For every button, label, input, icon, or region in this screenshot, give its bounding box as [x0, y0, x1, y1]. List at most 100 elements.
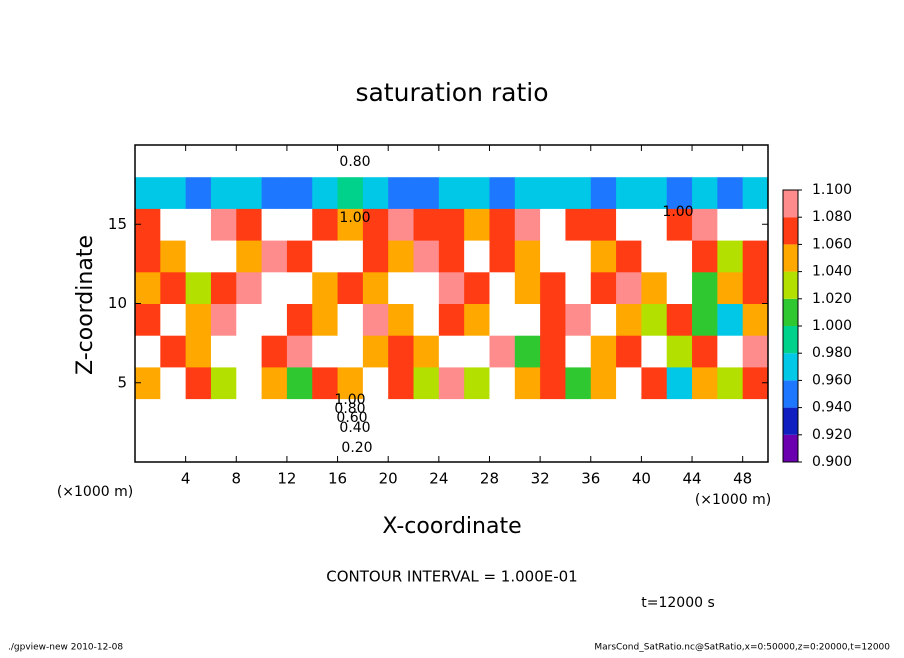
heat-cell	[464, 366, 490, 400]
heat-cell	[489, 303, 516, 336]
heat-cell	[692, 366, 718, 400]
heat-cell	[692, 303, 718, 336]
heat-cell	[540, 303, 566, 336]
heat-cell	[261, 271, 288, 304]
heat-cell	[261, 176, 288, 209]
heat-cell	[438, 145, 465, 178]
heat-cell	[540, 366, 566, 400]
heat-cell	[160, 303, 187, 336]
heat-cell	[540, 240, 566, 273]
heat-cell	[413, 335, 440, 368]
colorbar-label: 0.960	[812, 372, 852, 388]
heat-cell	[692, 430, 718, 463]
heat-cell	[160, 208, 187, 241]
heat-cell	[185, 335, 212, 368]
heat-cell	[312, 398, 339, 431]
heat-cell	[641, 335, 668, 368]
heat-cell	[666, 240, 693, 273]
y-tick-label: 15	[108, 215, 127, 233]
heat-cell	[210, 240, 237, 273]
heat-cell	[540, 398, 566, 431]
heat-cell	[210, 176, 237, 209]
heat-cell	[286, 176, 313, 209]
heat-cell	[261, 430, 288, 463]
heat-cell	[590, 176, 617, 209]
heat-cell	[641, 303, 668, 336]
heat-cell	[413, 240, 440, 273]
heat-cell	[565, 430, 592, 463]
colorbar-label: 1.000	[812, 318, 852, 334]
colorbar-swatch	[783, 271, 798, 299]
colorbar-swatch	[783, 298, 798, 326]
heat-cell	[413, 271, 440, 304]
heat-cell	[160, 271, 187, 304]
colorbar-swatch	[783, 244, 798, 272]
heat-cell	[312, 208, 339, 241]
heat-cell	[135, 145, 161, 178]
heat-cell	[160, 430, 187, 463]
heat-cell	[337, 398, 364, 431]
heat-cell	[742, 335, 769, 368]
heat-cell	[261, 208, 288, 241]
heat-cell	[362, 145, 389, 178]
heat-cell	[236, 335, 263, 368]
heat-cell	[540, 430, 566, 463]
heat-cell	[590, 335, 617, 368]
heat-cell	[388, 398, 415, 431]
heat-cell	[692, 335, 718, 368]
heat-cell	[210, 271, 237, 304]
heat-cell	[666, 145, 693, 178]
heat-cell	[261, 240, 288, 273]
heat-cell	[540, 335, 566, 368]
heat-cell	[514, 271, 541, 304]
heat-cell	[337, 208, 364, 241]
heat-cell	[489, 176, 516, 209]
heat-cell	[261, 398, 288, 431]
heat-cell	[236, 398, 263, 431]
heat-cell	[742, 271, 769, 304]
heat-cell	[185, 145, 212, 178]
heat-cell	[337, 271, 364, 304]
heat-cell	[210, 335, 237, 368]
heat-cell	[717, 271, 744, 304]
heat-cell	[489, 145, 516, 178]
colorbar-label: 0.980	[812, 345, 852, 361]
x-tick-label: 28	[480, 470, 499, 488]
heat-cell	[210, 398, 237, 431]
heat-cell	[666, 335, 693, 368]
heat-cell	[514, 240, 541, 273]
heat-cell	[337, 303, 364, 336]
heat-cell	[236, 366, 263, 400]
heat-cell	[135, 176, 161, 209]
heat-cell	[210, 303, 237, 336]
heat-cell	[540, 145, 566, 178]
heat-cell	[742, 430, 769, 463]
colorbar-label: 0.940	[812, 400, 852, 416]
heat-cell	[312, 145, 339, 178]
heat-cell	[312, 303, 339, 336]
heat-cell	[616, 271, 642, 304]
x-tick-label: 40	[632, 470, 651, 488]
heat-cell	[286, 303, 313, 336]
heat-cell	[641, 145, 668, 178]
heat-cell	[666, 430, 693, 463]
contour-label: 0.40	[339, 420, 370, 436]
heat-cell	[616, 335, 642, 368]
x-tick-label: 8	[232, 470, 242, 488]
heat-cell	[160, 145, 187, 178]
heat-cell	[413, 145, 440, 178]
heat-cell	[388, 303, 415, 336]
heat-cell	[641, 366, 668, 400]
heat-cell	[717, 398, 744, 431]
heat-cell	[692, 398, 718, 431]
heat-cell	[438, 303, 465, 336]
heat-cell	[286, 430, 313, 463]
chart-title: saturation ratio	[355, 78, 548, 107]
heat-cell	[362, 430, 389, 463]
footer-right: MarsCond_SatRatio.nc@SatRatio,x=0:50000,…	[594, 643, 890, 653]
heat-cell	[286, 208, 313, 241]
heat-cell	[692, 176, 718, 209]
x-unit-label: (×1000 m)	[57, 484, 133, 500]
heat-cell	[590, 145, 617, 178]
